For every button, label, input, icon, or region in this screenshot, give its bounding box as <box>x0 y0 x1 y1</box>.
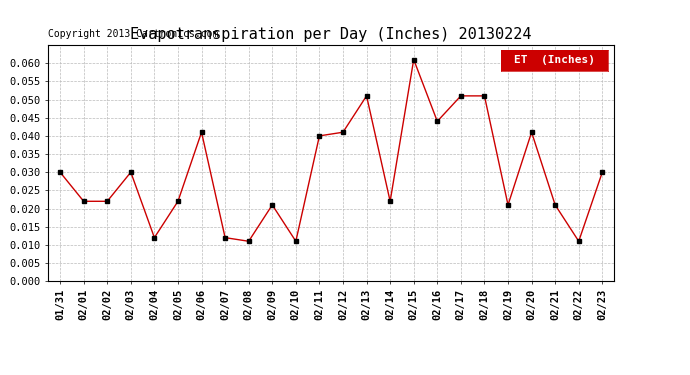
Text: Copyright 2013 Cartronics.com: Copyright 2013 Cartronics.com <box>48 29 219 39</box>
Title: Evapotranspiration per Day (Inches) 20130224: Evapotranspiration per Day (Inches) 2013… <box>130 27 532 42</box>
